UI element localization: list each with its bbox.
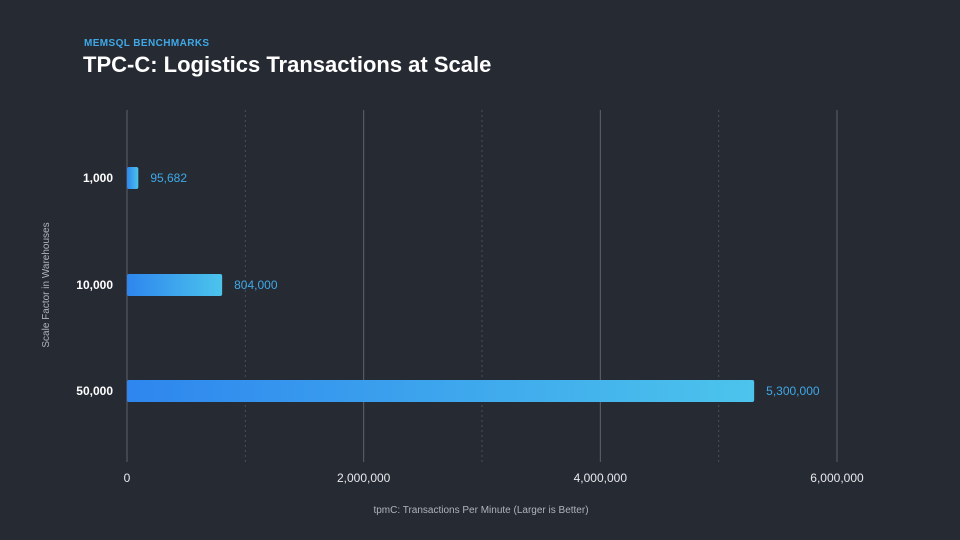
bar [127, 380, 755, 402]
x-tick-label: 0 [124, 471, 131, 485]
y-category-label: 50,000 [76, 384, 113, 398]
y-category-label: 10,000 [76, 278, 113, 292]
chart-title: TPC-C: Logistics Transactions at Scale [83, 52, 492, 77]
bar [127, 274, 223, 296]
bar [127, 167, 139, 189]
bar-value-label: 95,682 [150, 171, 187, 185]
x-tick-label: 2,000,000 [337, 471, 391, 485]
x-axis-title: tpmC: Transactions Per Minute (Larger is… [373, 505, 588, 516]
x-tick-label: 6,000,000 [810, 471, 864, 485]
bar-value-label: 5,300,000 [766, 384, 820, 398]
bar-value-label: 804,000 [234, 278, 278, 292]
y-axis-title: Scale Factor in Warehouses [41, 222, 52, 347]
chart-eyebrow: MEMSQL BENCHMARKS [84, 38, 210, 49]
y-category-label: 1,000 [83, 171, 113, 185]
x-tick-label: 4,000,000 [574, 471, 628, 485]
